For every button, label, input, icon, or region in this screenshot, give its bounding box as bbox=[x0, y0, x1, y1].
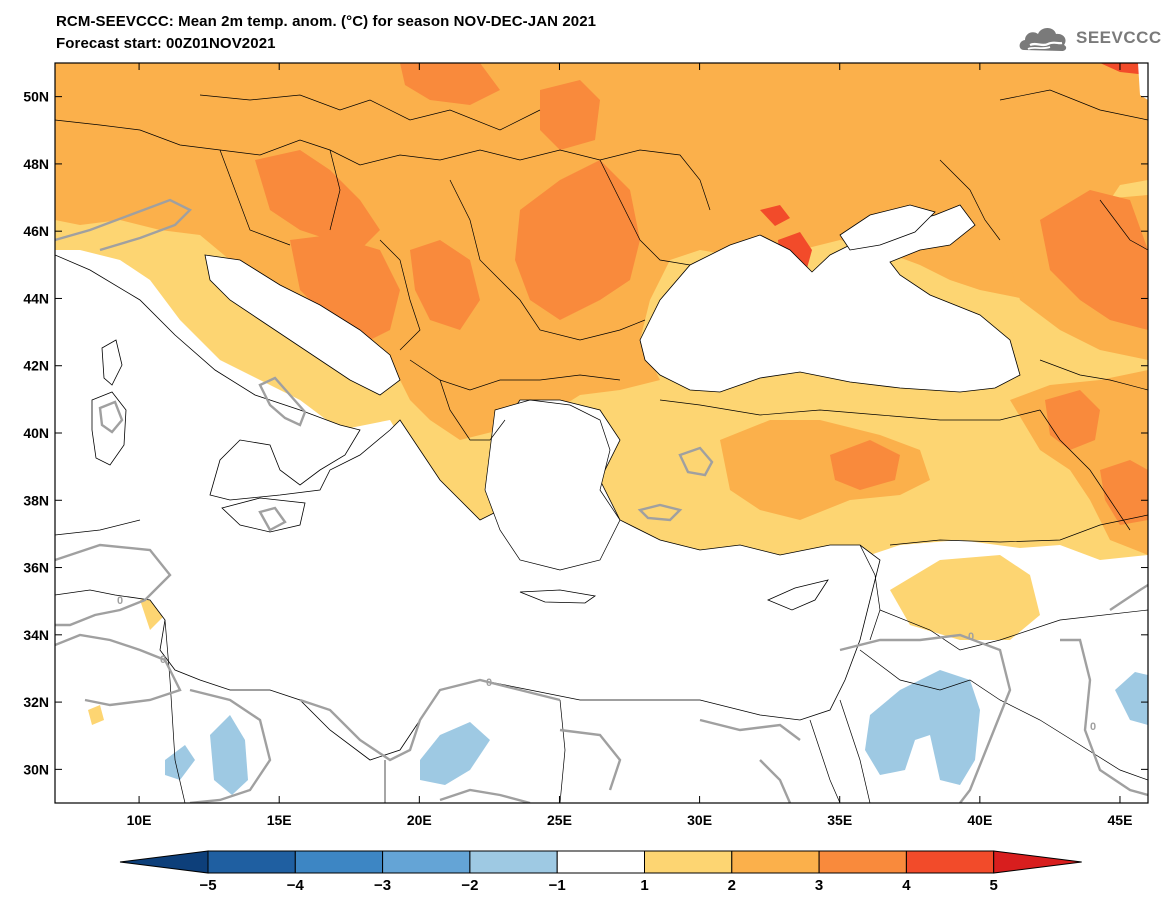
anomaly-field-tripoli-blue bbox=[210, 715, 248, 795]
lon-tick-label: 45E bbox=[1108, 812, 1133, 828]
longitude-axis: 10E 15E 20E 25E 30E 35E 40E 45E bbox=[127, 63, 1133, 828]
anomaly-field-danube-dark bbox=[540, 80, 600, 150]
lon-tick-label: 40E bbox=[967, 812, 992, 828]
cloud-icon bbox=[1019, 28, 1067, 51]
anomaly-fields: 0 0 0 0 0 bbox=[55, 63, 1148, 803]
colorbar-bin bbox=[469, 850, 558, 874]
lon-tick-label: 25E bbox=[547, 812, 572, 828]
lon-tick-label: 10E bbox=[127, 812, 152, 828]
colorbar-tick-label: 3 bbox=[815, 877, 823, 894]
anomaly-field-libya-blue bbox=[420, 722, 490, 785]
contour-label: 0 bbox=[486, 677, 492, 689]
anomaly-field-pannonia-dark bbox=[410, 240, 480, 330]
colorbar-bin bbox=[207, 850, 296, 874]
anomaly-field-gulf-blue bbox=[1115, 672, 1148, 725]
country-borders bbox=[55, 89, 1148, 803]
zero-contours bbox=[55, 198, 1148, 803]
lon-tick-label: 30E bbox=[687, 812, 712, 828]
figure-title: RCM-SEEVCCC: Mean 2m temp. anom. (°C) fo… bbox=[56, 13, 597, 30]
crete-island bbox=[519, 589, 597, 604]
colorbar-bin bbox=[556, 850, 646, 874]
anomaly-field-azov-red bbox=[760, 205, 790, 226]
anomaly-field-turkey-dark bbox=[830, 440, 900, 490]
colorbar-tick-label: 2 bbox=[728, 877, 736, 894]
contour-label: 0 bbox=[1090, 721, 1096, 733]
corsica-island bbox=[101, 339, 123, 386]
anomaly-field-libya-light bbox=[88, 705, 104, 725]
logo-text: SEEVCCC bbox=[1076, 28, 1162, 47]
lat-tick-label: 46N bbox=[23, 223, 49, 239]
lat-tick-label: 32N bbox=[23, 694, 49, 710]
cyprus-island bbox=[766, 579, 829, 611]
contour-label: 0 bbox=[968, 631, 974, 643]
anomaly-field-alps-dark bbox=[255, 150, 380, 250]
colorbar-tick-label: −3 bbox=[374, 877, 391, 894]
lat-tick-label: 42N bbox=[23, 358, 49, 374]
colorbar-bin bbox=[382, 850, 471, 874]
anomaly-field-balkans-dark bbox=[290, 235, 400, 345]
colorbar-tick-label: −5 bbox=[199, 877, 216, 894]
anomaly-field-armenia-dark bbox=[1100, 460, 1148, 525]
colorbar: −5 −4 −3 −2 −1 1 2 3 4 5 bbox=[119, 850, 1082, 894]
black-sea bbox=[639, 204, 1021, 393]
aegean-sea bbox=[484, 399, 621, 571]
colorbar-tick-label: −1 bbox=[549, 877, 566, 894]
colorbar-bin bbox=[294, 850, 384, 874]
colorbar-bin bbox=[644, 850, 733, 874]
lon-tick-label: 35E bbox=[827, 812, 852, 828]
lon-tick-label: 20E bbox=[407, 812, 432, 828]
colorbar-tick-label: −4 bbox=[287, 877, 305, 894]
lat-tick-label: 36N bbox=[23, 560, 49, 576]
colorbar-under-arrow bbox=[119, 850, 209, 874]
anomaly-field-georgia-dark bbox=[1045, 390, 1100, 450]
lat-tick-label: 38N bbox=[23, 492, 49, 508]
colorbar-tick-label: 4 bbox=[902, 877, 911, 894]
anomaly-field-north-dark bbox=[400, 63, 500, 105]
anomaly-field-carpathian-dark bbox=[515, 160, 640, 320]
lat-tick-label: 34N bbox=[23, 627, 49, 643]
mediterranean-sea bbox=[55, 254, 881, 761]
anomaly-field-sahara-blue bbox=[165, 745, 195, 780]
anomaly-field-volga-dark bbox=[1040, 190, 1148, 330]
lon-tick-label: 15E bbox=[267, 812, 292, 828]
colorbar-bin bbox=[905, 850, 995, 874]
contour-labels: 0 0 0 0 0 bbox=[117, 595, 1096, 733]
contour-label: 0 bbox=[160, 654, 166, 666]
forecast-start-label: Forecast start: 00Z01NOV2021 bbox=[56, 35, 276, 52]
lat-tick-label: 40N bbox=[23, 425, 49, 441]
colorbar-bin bbox=[731, 850, 820, 874]
colorbar-bin bbox=[818, 850, 907, 874]
anomaly-field-levant-light bbox=[890, 555, 1040, 640]
colorbar-tick-label: −2 bbox=[461, 877, 478, 894]
adriatic-sea bbox=[204, 254, 401, 396]
anomaly-field-northeast-red bbox=[1100, 63, 1148, 75]
colorbar-tick-label: 1 bbox=[640, 877, 648, 894]
latitude-axis: 30N 32N 34N 36N 38N 40N 42N 44N 46N 48N 50N bbox=[23, 89, 1148, 777]
lat-tick-label: 48N bbox=[23, 156, 49, 172]
lat-tick-label: 44N bbox=[23, 290, 49, 306]
lat-tick-label: 50N bbox=[23, 89, 49, 105]
colorbar-tick-label: 5 bbox=[990, 877, 998, 894]
contour-label: 0 bbox=[117, 595, 123, 607]
caspian-sea-edge bbox=[1138, 63, 1148, 100]
anomaly-field-arabia-blue bbox=[865, 670, 980, 785]
lat-tick-label: 30N bbox=[23, 761, 49, 777]
colorbar-over-arrow bbox=[993, 850, 1082, 874]
azov-sea bbox=[839, 204, 936, 251]
seevccc-logo: SEEVCCC bbox=[1016, 20, 1161, 56]
